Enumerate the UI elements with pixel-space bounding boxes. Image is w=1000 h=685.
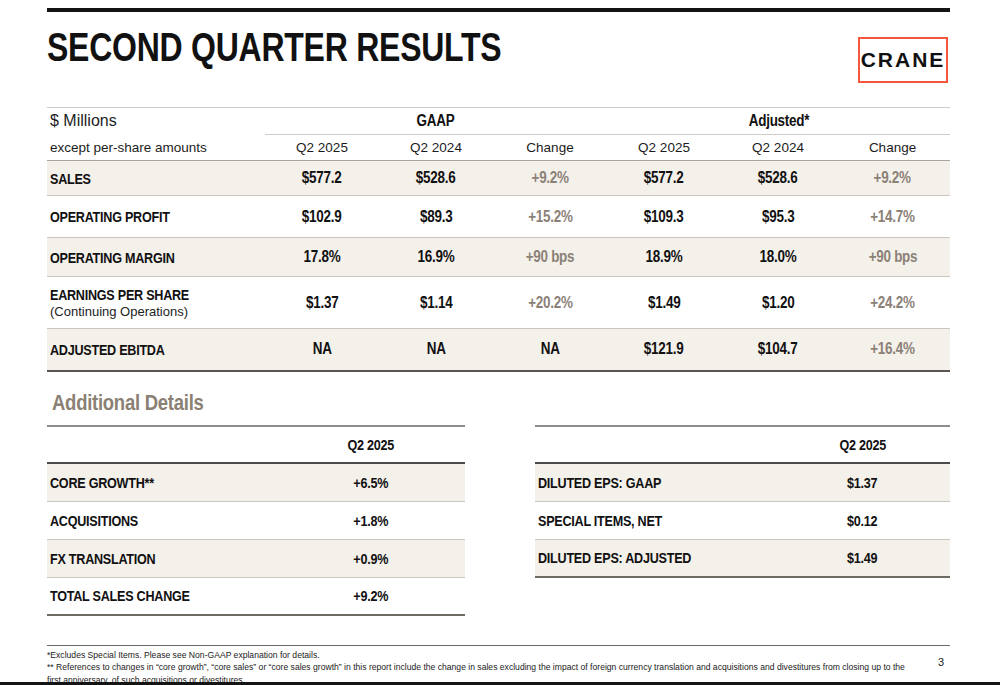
row-diluted-eps-gaap: DILUTED EPS: GAAP $1.37 [535, 463, 950, 501]
table-row-operating-margin: OPERATING MARGIN 17.8% 16.9% +90 bps 18.… [47, 238, 950, 277]
cell-change: +16.4% [835, 329, 950, 371]
footnote-divider [47, 645, 950, 646]
cell-change: +9.2% [493, 161, 607, 196]
cell-change: +14.7% [835, 196, 950, 238]
cell-value: $1.49 [607, 277, 721, 329]
row-label: EARNINGS PER SHARE(Continuing Operations… [47, 277, 265, 329]
cell-change: +20.2% [493, 277, 607, 329]
cell-value: NA [265, 329, 379, 371]
cell-value: +9.2% [277, 577, 465, 615]
cell-change: +90 bps [835, 238, 950, 277]
row-fx-translation: FX TRANSLATION +0.9% [47, 539, 465, 577]
cell-value: NA [379, 329, 493, 371]
cell-value: +6.5% [277, 463, 465, 501]
cell-value: $528.6 [721, 161, 835, 196]
right-table-col-header: Q2 2025 [775, 426, 950, 463]
row-label: DILUTED EPS: GAAP [535, 463, 775, 501]
units-label-line1: $ Millions [47, 108, 265, 135]
cell-value: $577.2 [265, 161, 379, 196]
cell-value: $95.3 [721, 196, 835, 238]
table-group-header-row: $ Millions GAAP Adjusted* [47, 108, 950, 135]
table-row-eps: EARNINGS PER SHARE(Continuing Operations… [47, 277, 950, 329]
right-table-header-row: Q2 2025 [535, 426, 950, 463]
cell-change: +24.2% [835, 277, 950, 329]
cell-value: $0.12 [775, 501, 950, 539]
cell-value: $89.3 [379, 196, 493, 238]
row-label: CORE GROWTH** [47, 463, 277, 501]
row-label: OPERATING PROFIT [47, 196, 265, 238]
crane-logo-text: CRANE [861, 48, 946, 72]
cell-value: $104.7 [721, 329, 835, 371]
cell-value: NA [493, 329, 607, 371]
row-label: SPECIAL ITEMS, NET [535, 501, 775, 539]
crane-logo: CRANE [858, 37, 948, 83]
row-label: ACQUISITIONS [47, 501, 277, 539]
sales-bridge-table: Q2 2025 CORE GROWTH** +6.5% ACQUISITIONS… [47, 425, 465, 616]
row-label: SALES [47, 161, 265, 196]
row-acquisitions: ACQUISITIONS +1.8% [47, 501, 465, 539]
left-table-col-header: Q2 2025 [277, 426, 465, 463]
row-label: DILUTED EPS: ADJUSTED [535, 539, 775, 577]
footnote-1: *Excludes Special Items. Please see Non-… [47, 649, 915, 661]
row-special-items-net: SPECIAL ITEMS, NET $0.12 [535, 501, 950, 539]
cell-value: $1.14 [379, 277, 493, 329]
cell-value: +0.9% [277, 539, 465, 577]
page-title-text: SECOND QUARTER RESULTS [47, 24, 501, 71]
table-column-header-row: except per-share amounts Q2 2025 Q2 2024… [47, 135, 950, 161]
page-title: SECOND QUARTER RESULTS [47, 24, 630, 71]
group-header-gaap: GAAP [265, 108, 607, 135]
cell-value: $1.20 [721, 277, 835, 329]
row-label: OPERATING MARGIN [47, 238, 265, 277]
col-header-gaap-q2-2024: Q2 2024 [379, 135, 493, 161]
cell-value: $109.3 [607, 196, 721, 238]
cell-value: $528.6 [379, 161, 493, 196]
col-header-gaap-change: Change [493, 135, 607, 161]
col-header-gaap-q2-2025: Q2 2025 [265, 135, 379, 161]
col-header-adj-q2-2024: Q2 2024 [721, 135, 835, 161]
row-total-sales-change: TOTAL SALES CHANGE +9.2% [47, 577, 465, 615]
cell-value: $1.49 [775, 539, 950, 577]
cell-value: 18.0% [721, 238, 835, 277]
col-header-adj-q2-2025: Q2 2025 [607, 135, 721, 161]
row-label: FX TRANSLATION [47, 539, 277, 577]
cell-value: +1.8% [277, 501, 465, 539]
units-label-line2: except per-share amounts [47, 135, 265, 161]
cell-value: $102.9 [265, 196, 379, 238]
top-rule [47, 8, 950, 12]
row-sublabel: (Continuing Operations) [50, 304, 261, 319]
cell-value: $577.2 [607, 161, 721, 196]
eps-bridge-table: Q2 2025 DILUTED EPS: GAAP $1.37 SPECIAL … [535, 425, 950, 578]
group-header-gaap-text: GAAP [417, 112, 455, 130]
table-row-adjusted-ebitda: ADJUSTED EBITDA NA NA NA $121.9 $104.7 +… [47, 329, 950, 371]
row-label: ADJUSTED EBITDA [47, 329, 265, 371]
cell-value: 16.9% [379, 238, 493, 277]
cell-value: 17.8% [265, 238, 379, 277]
row-core-growth: CORE GROWTH** +6.5% [47, 463, 465, 501]
cell-change: +9.2% [835, 161, 950, 196]
cell-value: 18.9% [607, 238, 721, 277]
cell-change: +90 bps [493, 238, 607, 277]
table-row-sales: SALES $577.2 $528.6 +9.2% $577.2 $528.6 … [47, 161, 950, 196]
left-table-header-row: Q2 2025 [47, 426, 465, 463]
footnotes: *Excludes Special Items. Please see Non-… [47, 649, 915, 685]
page-number: 3 [938, 656, 944, 668]
cell-change: +15.2% [493, 196, 607, 238]
col-header-adj-change: Change [835, 135, 950, 161]
row-diluted-eps-adjusted: DILUTED EPS: ADJUSTED $1.49 [535, 539, 950, 577]
row-label: TOTAL SALES CHANGE [47, 577, 277, 615]
additional-details-heading: Additional Details [52, 390, 232, 416]
cell-value: $121.9 [607, 329, 721, 371]
table-row-operating-profit: OPERATING PROFIT $102.9 $89.3 +15.2% $10… [47, 196, 950, 238]
cell-value: $1.37 [265, 277, 379, 329]
cell-value: $1.37 [775, 463, 950, 501]
group-header-adjusted: Adjusted* [607, 108, 950, 135]
group-header-adjusted-text: Adjusted* [748, 112, 808, 130]
results-table: $ Millions GAAP Adjusted* except per-sha… [47, 107, 950, 372]
